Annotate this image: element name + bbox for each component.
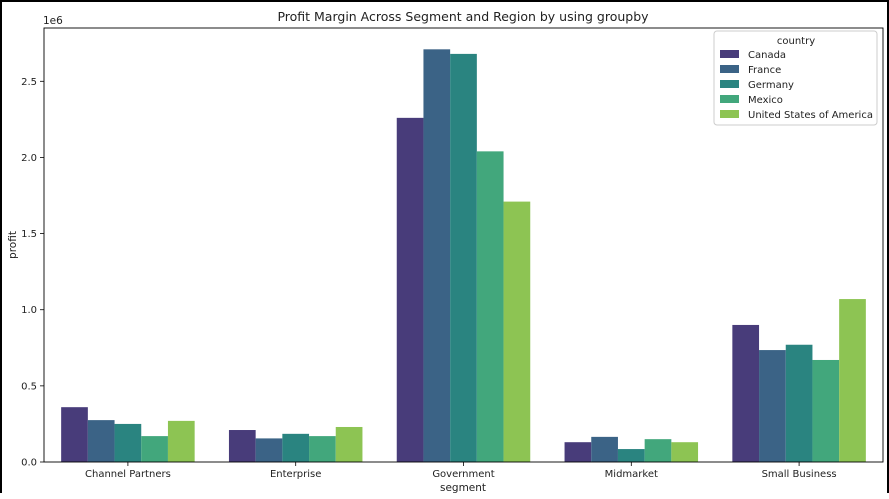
legend-swatch-united-states-of-america (720, 110, 739, 118)
y-tick-label: 2.5 (21, 77, 37, 88)
bar-channel-partners-france (87, 420, 115, 462)
bar-enterprise-france (255, 438, 283, 462)
bars-layer (61, 49, 866, 462)
y-tick-label: 0.0 (21, 458, 37, 469)
bar-government-united-states-of-america (503, 201, 531, 462)
bar-government-france (423, 49, 451, 462)
bar-small-business-united-states-of-america (839, 299, 866, 462)
bar-government-mexico (476, 151, 504, 462)
y-tick-label: 2.0 (21, 153, 37, 164)
bar-channel-partners-mexico (141, 436, 168, 462)
bar-channel-partners-canada (61, 407, 88, 462)
legend-box (713, 30, 878, 126)
legend-label-france: France (748, 65, 781, 76)
bar-midmarket-canada (564, 442, 592, 462)
y-scale-label: 1e6 (43, 15, 63, 27)
legend-swatch-canada (720, 50, 739, 58)
x-axis-label: segment (440, 482, 486, 494)
bar-channel-partners-germany (114, 423, 142, 462)
bar-small-business-france (759, 350, 786, 462)
legend-label-germany: Germany (748, 80, 794, 91)
legend-label-canada: Canada (748, 50, 786, 61)
y-tick-label: 1.5 (21, 229, 37, 240)
bar-midmarket-united-states-of-america (671, 442, 699, 462)
legend-swatch-germany (720, 80, 739, 88)
bar-enterprise-mexico (309, 436, 336, 462)
legend-title: country (777, 36, 815, 47)
bar-midmarket-germany (617, 449, 645, 462)
legend-swatch-france (720, 65, 739, 73)
legend: country Canada France Germany Mexico United … (713, 30, 878, 126)
plot-frame (43, 27, 884, 463)
chart-title: Profit Margin Across Segment and Region … (277, 9, 649, 24)
y-tick-label: 1.0 (21, 305, 37, 316)
bar-midmarket-france (591, 436, 618, 462)
bar-midmarket-mexico (644, 439, 672, 462)
legend-swatch-mexico (720, 95, 739, 103)
bar-enterprise-canada (228, 430, 256, 462)
bar-channel-partners-united-states-of-america (167, 420, 195, 462)
x-axis: Channel Partners Enterprise Government Midm… (85, 462, 837, 480)
x-tick-label-channel-partners: Channel Partners (85, 469, 171, 480)
bar-enterprise-germany (282, 433, 310, 462)
legend-label-mexico: Mexico (748, 95, 783, 106)
bar-enterprise-united-states-of-america (335, 426, 363, 462)
bar-small-business-canada (732, 324, 760, 462)
bar-government-germany (450, 53, 477, 462)
y-axis-label: profit (7, 231, 19, 259)
x-tick-label-midmarket: Midmarket (605, 469, 658, 480)
legend-label-united-states-of-america: United States of America (748, 110, 873, 121)
bar-government-canada (396, 117, 424, 462)
y-tick-label: 0.5 (21, 381, 37, 392)
bar-small-business-germany (785, 344, 813, 462)
x-tick-label-small-business: Small Business (762, 469, 837, 480)
y-axis: 0.0 0.5 1.0 1.5 2.0 2.5 (21, 77, 44, 469)
bar-small-business-mexico (812, 359, 840, 462)
x-tick-label-government: Government (432, 469, 494, 480)
x-tick-label-enterprise: Enterprise (270, 469, 321, 480)
